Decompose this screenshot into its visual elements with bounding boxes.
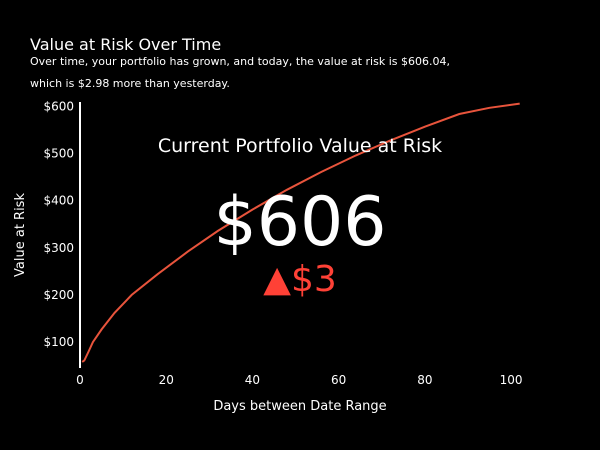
y-tick-label: $400	[43, 194, 74, 208]
y-tick-label: $100	[43, 335, 74, 349]
x-axis-ticks: 0 20 40 60 80 100	[76, 373, 522, 387]
x-tick-label: 0	[76, 373, 84, 387]
y-tick-label: $200	[43, 288, 74, 302]
chart-title: Value at Risk Over Time	[30, 35, 221, 54]
x-tick-label: 60	[331, 373, 346, 387]
indicator-delta-value: $3	[291, 259, 337, 300]
x-tick-label: 40	[245, 373, 260, 387]
y-axis-label: Value at Risk	[13, 193, 28, 277]
chart-subtitle-line-1: Over time, your portfolio has grown, and…	[30, 55, 450, 68]
indicator-title: Current Portfolio Value at Risk	[158, 135, 442, 157]
y-tick-label: $300	[43, 241, 74, 255]
x-axis-label: Days between Date Range	[213, 399, 386, 414]
x-tick-label: 100	[500, 373, 523, 387]
x-tick-label: 20	[159, 373, 174, 387]
y-axis-ticks: $100 $200 $300 $400 $500 $600	[43, 99, 74, 349]
x-tick-label: 80	[417, 373, 432, 387]
chart-subtitle-line-2: which is $2.98 more than yesterday.	[30, 77, 230, 90]
y-tick-label: $600	[43, 99, 74, 113]
y-tick-label: $500	[43, 147, 74, 161]
indicator-delta: ▲$3	[263, 259, 337, 300]
indicator-delta-arrow: ▲	[263, 259, 291, 300]
indicator-value: $606	[213, 183, 386, 262]
